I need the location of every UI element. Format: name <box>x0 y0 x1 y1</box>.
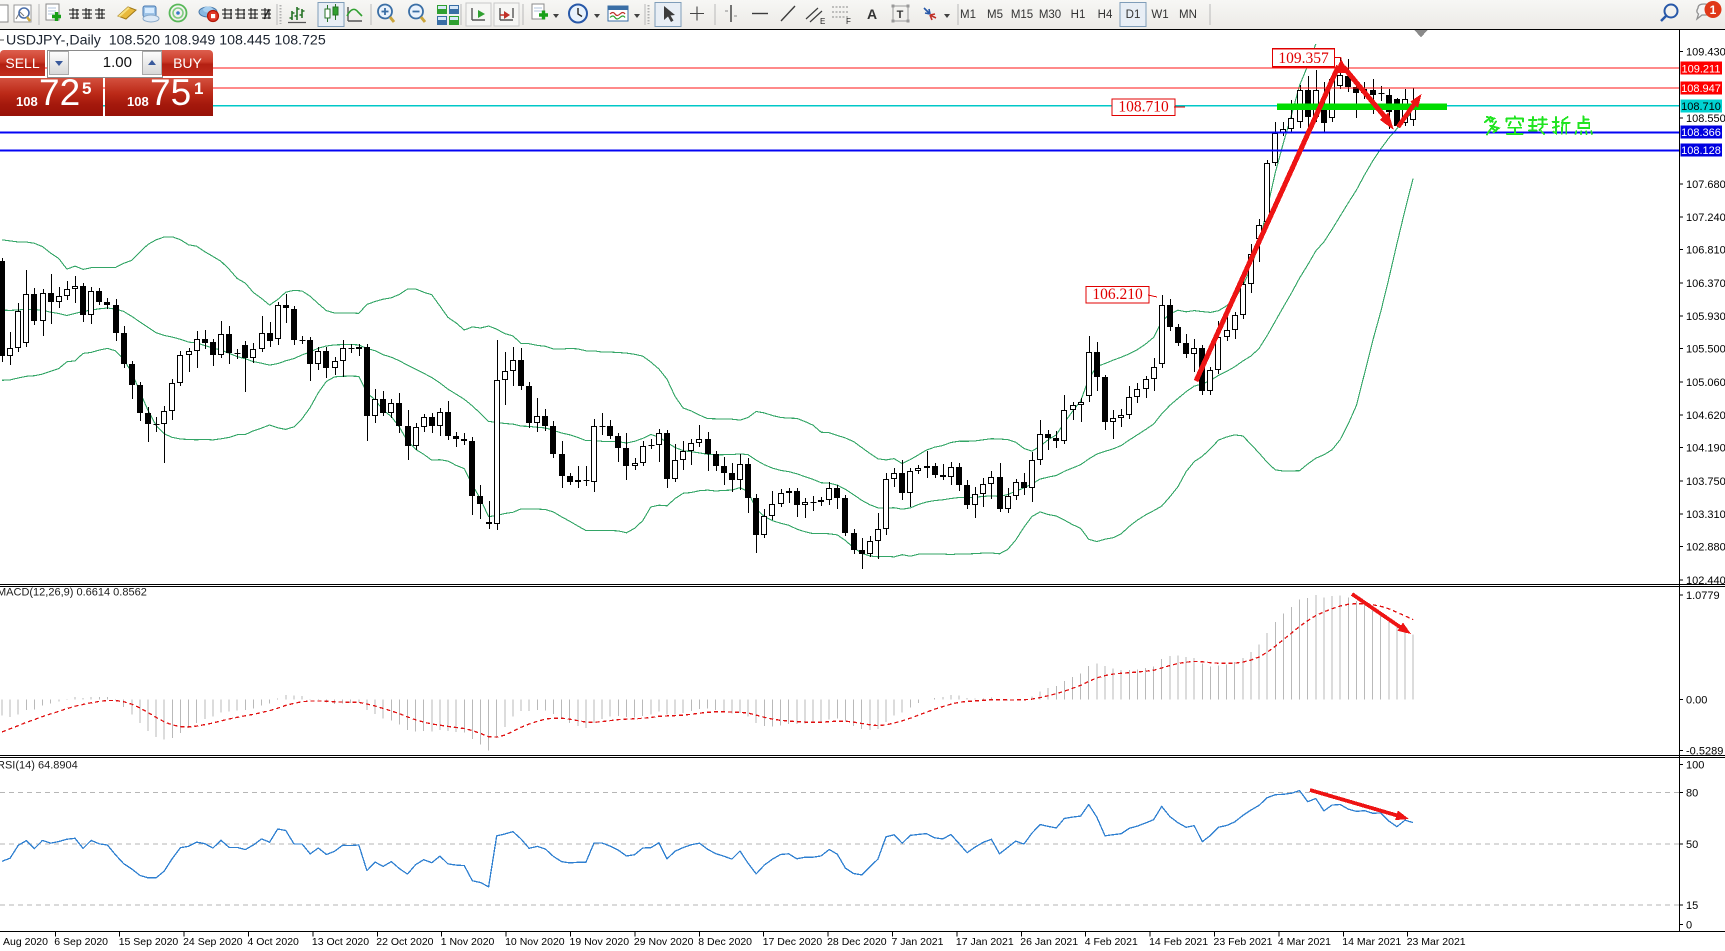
svg-text:M30: M30 <box>1039 9 1061 21</box>
svg-text:10 Nov 2020: 10 Nov 2020 <box>505 936 565 948</box>
svg-text:15 Sep 2020: 15 Sep 2020 <box>119 936 179 948</box>
svg-text:102.440: 102.440 <box>1686 575 1725 587</box>
svg-text:102.880: 102.880 <box>1686 542 1725 554</box>
svg-text:109.430: 109.430 <box>1686 47 1725 59</box>
svg-text:108.366: 108.366 <box>1681 127 1721 139</box>
svg-text:108.550: 108.550 <box>1686 113 1725 125</box>
svg-text:109.357: 109.357 <box>1278 50 1329 67</box>
svg-text:M1: M1 <box>960 9 976 21</box>
svg-text:103.310: 103.310 <box>1686 509 1725 521</box>
svg-text:103.750: 103.750 <box>1686 476 1725 488</box>
svg-text:F: F <box>846 17 851 26</box>
svg-text:17 Dec 2020: 17 Dec 2020 <box>763 936 823 948</box>
svg-text:4 Mar 2021: 4 Mar 2021 <box>1278 936 1331 948</box>
svg-text:W1: W1 <box>1151 9 1168 21</box>
svg-text:7 Jan 2021: 7 Jan 2021 <box>892 936 944 948</box>
svg-text:13 Oct 2020: 13 Oct 2020 <box>312 936 369 948</box>
svg-text:17 Jan 2021: 17 Jan 2021 <box>956 936 1014 948</box>
svg-text:H4: H4 <box>1098 9 1113 21</box>
svg-text:Aug 2020: Aug 2020 <box>3 936 48 948</box>
svg-text:1.0779: 1.0779 <box>1686 590 1720 602</box>
svg-text:MN: MN <box>1179 9 1197 21</box>
svg-text:107.680: 107.680 <box>1686 179 1725 191</box>
svg-text:6 Sep 2020: 6 Sep 2020 <box>54 936 108 948</box>
svg-text:100: 100 <box>1686 759 1704 771</box>
svg-text:1: 1 <box>1710 3 1717 17</box>
svg-text:1 Nov 2020: 1 Nov 2020 <box>441 936 495 948</box>
svg-text:M5: M5 <box>987 9 1003 21</box>
svg-text:108.710: 108.710 <box>1118 99 1169 116</box>
svg-text:107.240: 107.240 <box>1686 212 1725 224</box>
svg-text:4 Oct 2020: 4 Oct 2020 <box>248 936 300 948</box>
svg-text:USDJPY-,Daily 108.520 108.949: USDJPY-,Daily 108.520 108.949 108.445 10… <box>6 33 326 49</box>
svg-text:29 Nov 2020: 29 Nov 2020 <box>634 936 694 948</box>
svg-text:80: 80 <box>1686 787 1698 799</box>
svg-text:14 Mar 2021: 14 Mar 2021 <box>1342 936 1401 948</box>
svg-text:28 Dec 2020: 28 Dec 2020 <box>827 936 887 948</box>
svg-text:-0.5289: -0.5289 <box>1686 746 1723 758</box>
svg-text:D1: D1 <box>1126 9 1141 21</box>
svg-text:23 Feb 2021: 23 Feb 2021 <box>1214 936 1273 948</box>
svg-text:T: T <box>897 9 904 21</box>
svg-text:104.620: 104.620 <box>1686 410 1725 422</box>
svg-text:MACD(12,26,9) 0.6614 0.8562: MACD(12,26,9) 0.6614 0.8562 <box>0 587 147 599</box>
svg-text:0.00: 0.00 <box>1686 694 1707 706</box>
svg-text:106.370: 106.370 <box>1686 278 1725 290</box>
svg-text:4 Feb 2021: 4 Feb 2021 <box>1085 936 1138 948</box>
svg-text:106.810: 106.810 <box>1686 245 1725 257</box>
svg-text:19 Nov 2020: 19 Nov 2020 <box>570 936 630 948</box>
svg-text:108.947: 108.947 <box>1681 83 1721 95</box>
svg-text:109.211: 109.211 <box>1682 63 1721 75</box>
svg-text:105.500: 105.500 <box>1686 344 1725 356</box>
svg-text:E: E <box>820 17 825 26</box>
svg-text:H1: H1 <box>1071 9 1086 21</box>
svg-text:108.710: 108.710 <box>1681 101 1721 113</box>
svg-text:14 Feb 2021: 14 Feb 2021 <box>1149 936 1208 948</box>
svg-text:26 Jan 2021: 26 Jan 2021 <box>1020 936 1078 948</box>
svg-text:105.060: 105.060 <box>1686 377 1725 389</box>
svg-text:106.210: 106.210 <box>1092 286 1143 303</box>
svg-text:A: A <box>867 6 877 22</box>
svg-text:22 Oct 2020: 22 Oct 2020 <box>376 936 433 948</box>
svg-text:15: 15 <box>1686 900 1698 912</box>
svg-text:8 Dec 2020: 8 Dec 2020 <box>698 936 752 948</box>
svg-text:RSI(14) 64.8904: RSI(14) 64.8904 <box>0 760 78 772</box>
svg-text:M15: M15 <box>1011 9 1033 21</box>
svg-text:104.190: 104.190 <box>1686 443 1725 455</box>
svg-text:108.128: 108.128 <box>1681 145 1721 157</box>
svg-text:24 Sep 2020: 24 Sep 2020 <box>183 936 243 948</box>
svg-text:50: 50 <box>1686 839 1698 851</box>
svg-text:23 Mar 2021: 23 Mar 2021 <box>1407 936 1466 948</box>
svg-text:105.930: 105.930 <box>1686 311 1725 323</box>
svg-text:0: 0 <box>1686 920 1692 932</box>
